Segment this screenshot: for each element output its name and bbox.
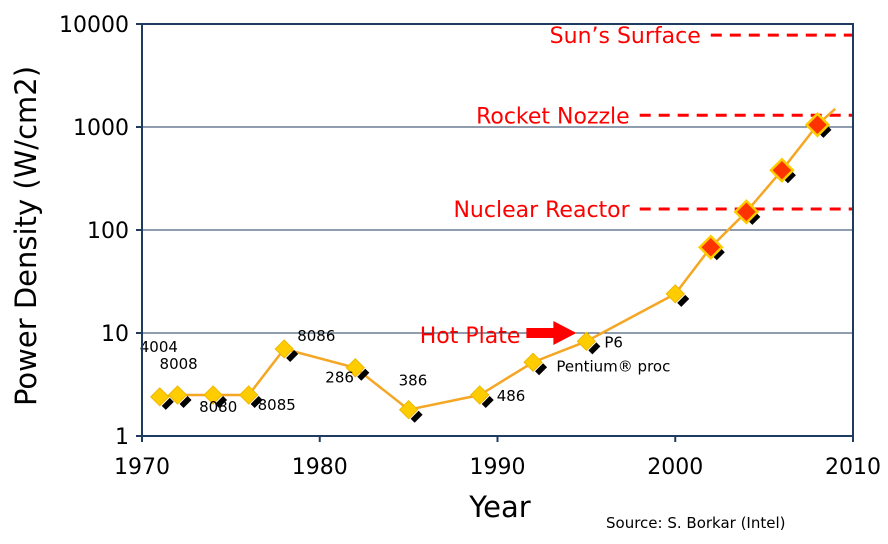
point-shadow xyxy=(215,396,228,409)
point-label: 8085 xyxy=(258,396,296,414)
point-shadow xyxy=(712,248,725,261)
point-shadow xyxy=(481,396,494,409)
data-point xyxy=(345,358,366,378)
pentium-label: Pentium® proc xyxy=(556,357,670,375)
x-tick-label: 1990 xyxy=(470,455,526,480)
y-tick-label: 1 xyxy=(115,425,129,450)
y-tick-label: 10000 xyxy=(59,13,129,38)
hot-plate-label: Hot Plate xyxy=(420,324,521,349)
reference-line-label: Nuclear Reactor xyxy=(453,198,630,223)
point-shadow xyxy=(535,363,548,376)
y-axis-title: Power Density (W/cm2) xyxy=(9,66,43,406)
y-tick-label: 100 xyxy=(87,219,129,244)
point-shadow xyxy=(819,125,832,138)
grid-lines xyxy=(142,126,853,334)
point-label: 286 xyxy=(325,369,354,387)
point-label: 486 xyxy=(497,387,526,405)
point-label: 4004 xyxy=(140,338,178,356)
data-point xyxy=(238,385,259,405)
data-point xyxy=(576,331,597,352)
data-point xyxy=(698,234,724,261)
source-note: Source: S. Borkar (Intel) xyxy=(606,514,786,532)
data-point xyxy=(523,352,543,372)
data-point xyxy=(167,385,188,405)
point-shadow xyxy=(588,342,601,355)
data-point xyxy=(398,399,419,420)
annotations: Hot Plate Pentium® proc xyxy=(420,321,670,375)
point-shadow xyxy=(179,396,192,409)
x-tick-label: 2010 xyxy=(825,455,881,480)
y-tick-label: 10 xyxy=(101,322,129,347)
point-label: 8008 xyxy=(160,355,198,373)
data-point xyxy=(203,385,223,405)
hot-plate-arrow xyxy=(526,321,577,345)
point-shadow xyxy=(677,294,690,307)
point-shadow xyxy=(250,396,263,409)
data-point xyxy=(665,284,685,304)
x-axis-ticks: 1970 1980 1990 2000 2010 xyxy=(114,436,881,480)
point-label: P6 xyxy=(604,333,623,351)
x-tick-label: 2000 xyxy=(647,455,703,480)
x-tick-label: 1970 xyxy=(114,455,170,480)
point-label: 8080 xyxy=(199,398,237,416)
x-axis-title: Year xyxy=(468,490,530,524)
series-line xyxy=(159,107,837,412)
point-shadow xyxy=(410,410,423,423)
point-shadow xyxy=(783,171,796,184)
point-shadow xyxy=(286,349,299,362)
x-tick-label: 1980 xyxy=(292,455,348,480)
point-label: 8086 xyxy=(297,327,335,345)
point-label: 386 xyxy=(399,372,428,390)
point-shadow xyxy=(357,368,370,381)
data-point xyxy=(274,339,294,359)
data-point xyxy=(733,199,760,225)
data-point xyxy=(769,157,795,184)
data-point xyxy=(150,387,170,407)
data-point xyxy=(804,112,831,138)
reference-line-label: Sun’s Surface xyxy=(550,24,701,49)
data-point xyxy=(470,385,490,405)
y-tick-label: 1000 xyxy=(73,116,129,141)
point-shadow xyxy=(748,212,761,225)
point-shadow xyxy=(161,397,174,410)
y-axis-ticks: 1 10 100 1000 10000 xyxy=(59,13,142,450)
reference-line-label: Rocket Nozzle xyxy=(476,104,630,129)
